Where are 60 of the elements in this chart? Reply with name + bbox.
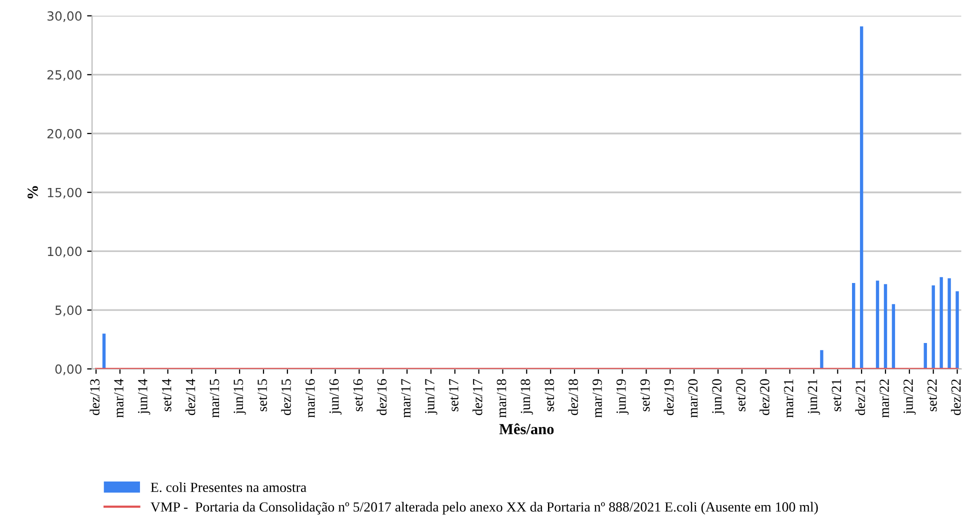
x-tick-label: jun/22 [904,379,916,415]
bar [956,291,959,369]
x-tick-label: dez/14 [185,378,196,416]
x-tick-label: jun/16 [329,379,342,415]
x-tick-label: dez/15 [281,379,291,416]
y-tick-label: 30,00 [48,11,82,22]
x-tick-label: set/17 [449,379,458,412]
y-tick-label: 15,00 [48,188,82,199]
x-tick-label: dez/16 [376,379,387,416]
x-tick-label: jun/19 [616,379,629,415]
bar [884,284,888,369]
y-tick-label: 10,00 [48,246,82,258]
bar [102,334,106,369]
x-tick-label: set/21 [832,379,842,412]
x-tick-label: dez/19 [664,379,674,416]
x-tick-label: dez/18 [568,379,578,416]
x-tick-label: set/19 [640,379,650,412]
x-tick-label: mar/19 [592,379,602,418]
x-tick-label: dez/22 [950,379,961,416]
x-tick-label: set/22 [927,379,937,412]
x-tick-label: dez/21 [855,379,866,416]
legend-label: E. coli Presentes na amostra [150,482,306,492]
x-axis-title: Mês/ano [499,423,554,434]
y-tick-label: 0,00 [55,364,82,376]
bar [852,282,856,369]
x-tick-label: mar/20 [688,379,698,418]
x-tick-label: set/18 [544,379,554,412]
x-tick-label: mar/15 [210,379,220,418]
x-tick-label: dez/17 [472,379,482,416]
x-tick-label: dez/20 [760,379,770,416]
x-tick-label: set/20 [736,379,746,412]
bar [940,277,943,369]
y-tick-label: 25,00 [47,70,82,81]
bar [924,343,927,369]
x-tick-label: set/14 [162,378,172,412]
bar [892,304,896,369]
x-tick-label: dez/13 [90,379,100,416]
x-tick-label: mar/14 [114,378,124,418]
x-tick-label: mar/18 [496,379,506,418]
x-tick-label: set/16 [353,379,363,412]
x-tick-label: set/15 [258,379,267,412]
legend-label: VMP - Portaria da Consolidação nº 5/2017 alterada pelo anexo XX da Portaria nº 888/2021 E.coli (Ausente em 100 ml) [150,502,818,514]
x-tick-label: jun/20 [712,379,724,415]
x-tick-label: mar/16 [305,379,315,418]
bar [948,278,951,369]
bar [820,350,824,369]
bar [876,280,880,369]
bar [932,285,935,369]
y-axis-title: % [28,186,38,198]
x-tick-label: jun/21 [808,379,820,415]
x-tick-label: jun/15 [234,379,246,415]
bar [860,26,864,369]
x-tick-label: mar/22 [880,379,889,418]
y-tick-label: 5,00 [55,306,82,316]
x-tick-label: jun/17 [425,379,438,415]
x-tick-label: mar/21 [784,379,794,418]
y-tick-label: 20,00 [47,128,82,140]
x-tick-label: jun/14 [138,378,150,415]
x-tick-label: mar/17 [401,379,411,418]
x-tick-label: jun/18 [520,379,533,415]
